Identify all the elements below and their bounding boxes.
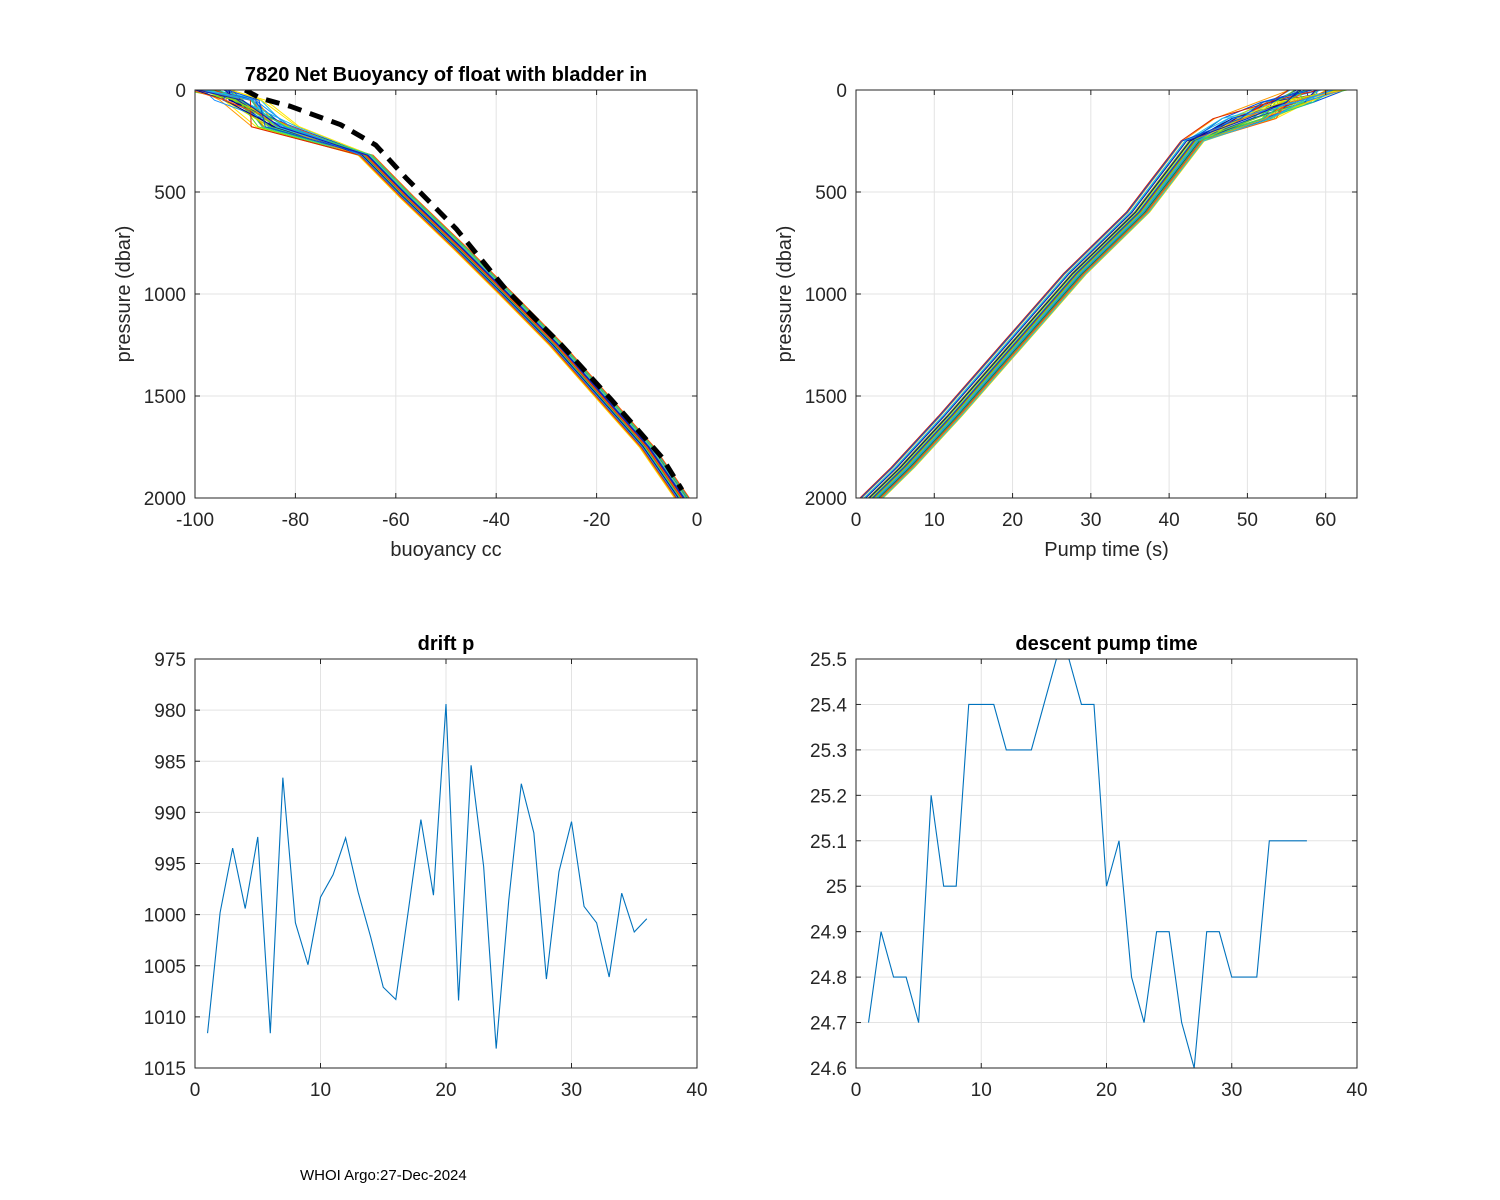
x-tick-label: 50	[1237, 510, 1258, 531]
x-tick-label: 40	[1346, 1080, 1367, 1101]
chart-title: drift p	[418, 633, 475, 655]
x-axis-label: buoyancy cc	[390, 539, 501, 561]
x-tick-label: 10	[971, 1080, 992, 1101]
profile-line	[861, 90, 1290, 498]
profile-line	[882, 90, 1327, 498]
y-tick-label: 1015	[144, 1059, 186, 1080]
y-tick-label: 1010	[144, 1008, 186, 1029]
y-tick-label: 24.8	[810, 968, 847, 989]
y-tick-label: 25.2	[810, 786, 847, 807]
x-tick-label: 10	[310, 1080, 331, 1101]
profile-line	[867, 90, 1296, 498]
footer-credit: WHOI Argo:27-Dec-2024	[300, 1167, 467, 1184]
x-tick-label: -40	[482, 510, 509, 531]
y-tick-label: 24.7	[810, 1014, 847, 1035]
x-tick-label: 20	[1096, 1080, 1117, 1101]
x-tick-label: 40	[1159, 510, 1180, 531]
x-tick-label: 30	[1221, 1080, 1242, 1101]
profile-line	[864, 90, 1300, 498]
y-tick-label: 2000	[144, 489, 186, 510]
chart-buoyancy: -100 -80 -60 -40 -20 0 0 500 1000 1500 2000 7820 Ne…	[113, 64, 702, 561]
profile-line	[213, 90, 676, 498]
chart-descentpump: 0 10 20 30 40 24.6 24.7 24.8 24.9 25 25.1 25.2 25.3 2…	[810, 633, 1368, 1101]
profile-line	[218, 90, 675, 498]
chart-title: 7820 Net Buoyancy of float with bladder …	[245, 64, 647, 86]
x-tick-label: 0	[692, 510, 703, 531]
profile-line	[860, 90, 1313, 498]
y-tick-label: 500	[815, 183, 847, 204]
y-tick-label: 24.6	[810, 1059, 847, 1080]
profile-line	[881, 90, 1331, 498]
profile-line	[859, 90, 1290, 498]
profile-line	[880, 90, 1309, 498]
y-tick-label: 0	[836, 81, 847, 102]
x-tick-label: -80	[282, 510, 309, 531]
y-tick-label: 1500	[144, 387, 186, 408]
x-tick-label: 10	[924, 510, 945, 531]
y-tick-label: 25.4	[810, 695, 847, 716]
x-tick-label: 20	[1002, 510, 1023, 531]
profile-line	[197, 90, 678, 498]
y-tick-label: 1000	[144, 285, 186, 306]
y-tick-label: 985	[154, 752, 186, 773]
chart-driftp: 0 10 20 30 40 975 980 985 990 995 1000 1005 1010 1015…	[144, 633, 708, 1101]
x-tick-label: 0	[190, 1080, 201, 1101]
x-tick-label: 30	[561, 1080, 582, 1101]
y-tick-label: 995	[154, 855, 186, 876]
profile-line	[211, 90, 677, 498]
data-line	[207, 703, 648, 1049]
data-layer	[195, 90, 690, 498]
y-tick-label: 0	[175, 81, 186, 102]
y-tick-label: 1000	[144, 906, 186, 927]
profile-line	[195, 90, 679, 498]
y-tick-label: 975	[154, 650, 186, 671]
profile-line	[208, 90, 680, 498]
y-tick-label: 25.5	[810, 650, 847, 671]
x-tick-label: 20	[435, 1080, 456, 1101]
y-tick-label: 980	[154, 701, 186, 722]
profile-line	[877, 90, 1307, 498]
x-axis-label: Pump time (s)	[1044, 539, 1168, 561]
profile-line	[865, 90, 1300, 498]
data-line	[867, 659, 1307, 1068]
y-tick-label: 2000	[805, 489, 847, 510]
y-axis-label: pressure (dbar)	[113, 226, 135, 363]
y-tick-label: 25.3	[810, 741, 847, 762]
y-axis-label: pressure (dbar)	[774, 226, 796, 363]
data-layer	[859, 90, 1348, 498]
data-layer	[207, 703, 648, 1049]
x-tick-label: -60	[382, 510, 409, 531]
x-tick-label: 60	[1315, 510, 1336, 531]
x-tick-label: 0	[851, 510, 862, 531]
y-tick-label: 1500	[805, 387, 847, 408]
y-tick-label: 24.9	[810, 923, 847, 944]
x-tick-label: 40	[686, 1080, 707, 1101]
y-tick-label: 25	[826, 877, 847, 898]
chart-title: descent pump time	[1015, 633, 1197, 655]
x-tick-label: -20	[583, 510, 610, 531]
y-tick-label: 990	[154, 803, 186, 824]
profile-line	[197, 90, 685, 498]
chart-pumptime: 0 10 20 30 40 50 60 0 500 1000 1500 2000 Pump time (…	[774, 81, 1358, 561]
y-tick-label: 25.1	[810, 832, 847, 853]
y-tick-label: 1000	[805, 285, 847, 306]
data-layer	[867, 659, 1307, 1068]
x-tick-label: -100	[176, 510, 214, 531]
y-tick-label: 500	[154, 183, 186, 204]
x-tick-label: 0	[851, 1080, 862, 1101]
y-tick-label: 1005	[144, 957, 186, 978]
x-tick-label: 30	[1080, 510, 1101, 531]
profile-line	[876, 90, 1334, 498]
